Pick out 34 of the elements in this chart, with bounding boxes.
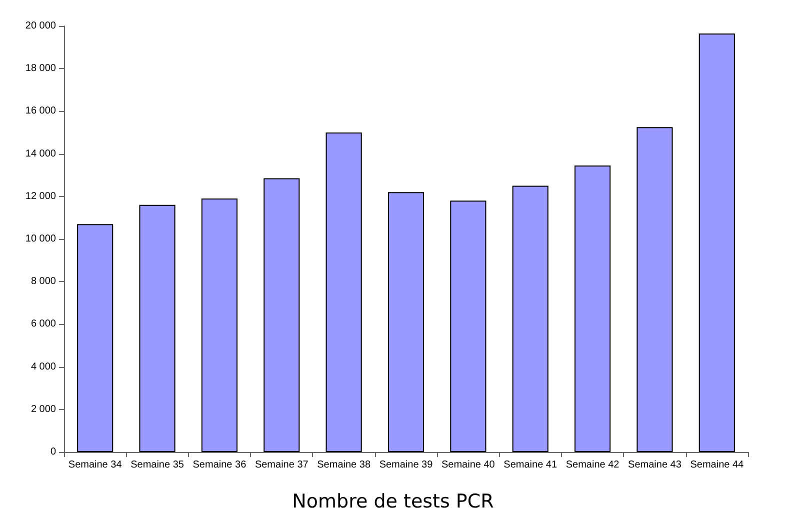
bar bbox=[574, 166, 611, 452]
x-tick-label: Semaine 40 bbox=[441, 460, 496, 470]
bar bbox=[512, 186, 548, 452]
x-tick-label: Semaine 42 bbox=[566, 460, 620, 470]
x-tick-label: Semaine 34 bbox=[68, 460, 122, 470]
x-tick-label: Semaine 37 bbox=[254, 460, 309, 470]
bar bbox=[388, 192, 424, 452]
y-tick-label: 12 000 bbox=[25, 190, 56, 202]
y-tick-label: 6 000 bbox=[30, 318, 56, 330]
x-tick-label: Semaine 35 bbox=[130, 460, 184, 470]
x-tick-label: Semaine 43 bbox=[628, 460, 682, 470]
y-tick-label: 14 000 bbox=[25, 148, 56, 160]
x-tick-label: Semaine 36 bbox=[192, 460, 247, 470]
y-tick-label: 2 000 bbox=[30, 404, 56, 415]
y-tick-label: 0 bbox=[50, 446, 56, 458]
bar bbox=[450, 200, 486, 452]
bar bbox=[264, 178, 300, 452]
y-tick-label: 16 000 bbox=[25, 106, 56, 117]
text: Nombre de tests PCR bbox=[292, 490, 494, 512]
x-tick-label: Semaine 41 bbox=[504, 460, 558, 470]
bar bbox=[139, 204, 176, 452]
y-tick-label: 4 000 bbox=[30, 361, 56, 372]
y-tick-label: 20 000 bbox=[25, 20, 56, 32]
bar bbox=[77, 224, 114, 452]
y-tick-label: 18 000 bbox=[25, 63, 56, 74]
y-tick-label: 8 000 bbox=[30, 276, 56, 288]
x-tick-label: Semaine 39 bbox=[379, 460, 434, 470]
bar bbox=[636, 127, 673, 452]
x-tick-label: Semaine 38 bbox=[317, 460, 371, 470]
bar bbox=[326, 132, 362, 452]
y-tick-label: 10 000 bbox=[25, 234, 56, 244]
bar bbox=[201, 198, 238, 452]
x-tick-label: Semaine 44 bbox=[690, 460, 744, 470]
bar bbox=[698, 33, 735, 452]
